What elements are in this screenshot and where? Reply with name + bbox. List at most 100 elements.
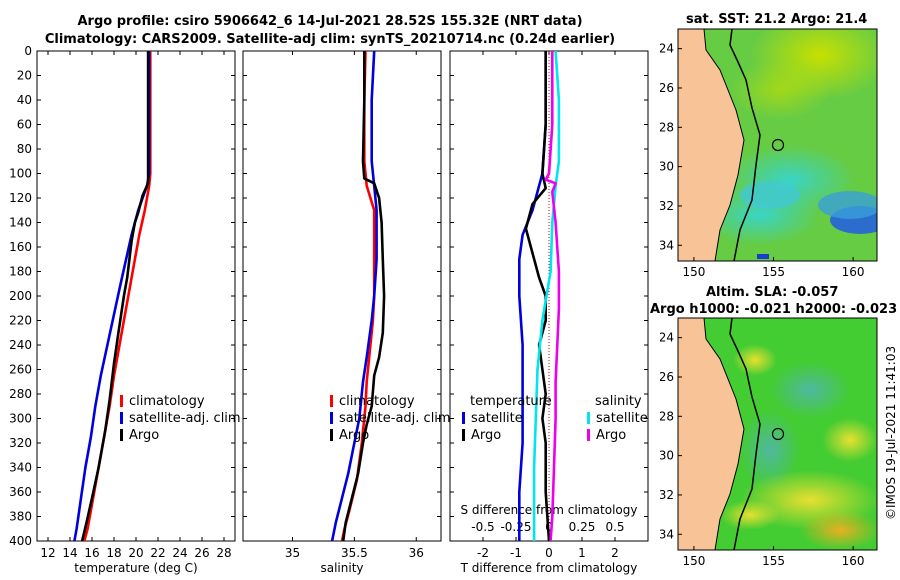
legend-header-salinity: salinity: [595, 394, 642, 409]
legend-swatch: [330, 429, 333, 441]
y-tick-label: 160: [9, 240, 32, 254]
x-tick-label: 22: [150, 546, 165, 560]
s-tick-label: -0.25: [500, 520, 531, 534]
y-tick-label: 280: [9, 387, 32, 401]
legend-swatch: [120, 395, 123, 407]
x-tick-label: 24: [172, 546, 187, 560]
y-tick-label: 300: [9, 412, 32, 426]
series-salinity-argo: [544, 51, 561, 541]
sla-argo-marker: [771, 427, 785, 441]
sla-map-title-1: Altim. SLA: -0.057: [706, 285, 839, 300]
x-tick-label: -2: [477, 546, 489, 560]
legend-temperature: climatology satellite-adj. clim Argo: [120, 394, 241, 443]
legend-label: satellite-adj. clim: [339, 411, 451, 426]
sst-map-frame: [677, 28, 878, 262]
y-tick-label: 200: [9, 289, 32, 303]
y-tick-label: 80: [17, 142, 32, 156]
sla-map-axes: 150 155 160 -24 -26 -28 -30 -32 -34: [660, 331, 865, 568]
y-tick-label: 240: [9, 338, 32, 352]
s-axis-label: S difference from climatology: [461, 503, 638, 517]
sla-map-title-2: Argo h1000: -0.021 h2000: -0.023: [650, 302, 898, 317]
sst-map-title: sat. SST: 21.2 Argo: 21.4: [686, 12, 868, 27]
y-tick-label: 120: [9, 191, 32, 205]
legend-difference: temperature salinity satellite Argo satellit…: [462, 394, 648, 443]
x-tick-label: 35.5: [341, 546, 368, 560]
legend-label: Argo: [596, 428, 626, 443]
panel-salinity-profile: 35 35.5 36 salinity: [242, 50, 442, 575]
y-tick-label: 20: [17, 69, 32, 83]
title-line-1: Argo profile: csiro 5906642_6 14-Jul-202…: [77, 14, 583, 29]
y-tick-label: 220: [9, 314, 32, 328]
legend-header-temperature: temperature: [470, 394, 552, 409]
map-y-tick-label: -26: [660, 370, 674, 384]
y-tick-label: 40: [17, 93, 32, 107]
x-tick-label: 18: [106, 546, 121, 560]
map-y-tick-label: -32: [660, 488, 674, 502]
map-y-tick-label: -32: [660, 199, 674, 213]
legend-swatch: [120, 412, 123, 424]
legend-label: climatology: [129, 394, 205, 409]
legend-label: climatology: [339, 394, 415, 409]
y-tick-label: 340: [9, 461, 32, 475]
map-y-tick-label: -34: [660, 238, 674, 252]
legend-swatch: [120, 429, 123, 441]
timestamp: ©IMOS 19-Jul-2021 11:41:03: [884, 345, 898, 520]
series-satellite-adj-clim: [330, 51, 378, 541]
x-tick-label: 36: [409, 546, 424, 560]
legend-swatch: [462, 429, 465, 441]
x-axis-label: temperature (deg C): [74, 561, 197, 575]
panel-difference-profile: -2 -1 0 1 2T difference from climatology S di…: [449, 50, 649, 575]
map-y-tick-label: -24: [660, 331, 674, 345]
x-tick-label: 26: [194, 546, 209, 560]
series-argo: [341, 51, 386, 541]
x-tick-label: 12: [40, 546, 55, 560]
profile-plots: 0204060801001201401601802002202402602803…: [9, 44, 649, 575]
map-x-tick-label: 155: [762, 265, 785, 279]
x-axis-label: T difference from climatology: [460, 561, 638, 575]
y-tick-label: 60: [17, 118, 32, 132]
x-tick-label: 0: [545, 546, 553, 560]
panel-frame: [242, 50, 442, 542]
legend-label: Argo: [129, 428, 159, 443]
sst-map-axes: 150 155 160 -24 -26 -28 -30 -32 -34: [660, 42, 865, 279]
map-y-tick-label: -28: [660, 409, 674, 423]
map-x-tick-label: 150: [682, 554, 705, 568]
legend-swatch: [330, 412, 333, 424]
legend-salinity: climatology satellite-adj. clim Argo: [330, 394, 451, 443]
legend-swatch: [587, 429, 590, 441]
series-group: [330, 51, 386, 541]
map-x-tick-label: 160: [842, 265, 865, 279]
legend-label: satellite: [596, 411, 648, 426]
series-salinity-satellite: [532, 51, 561, 541]
y-tick-label: 400: [9, 534, 32, 548]
map-x-tick-label: 150: [682, 265, 705, 279]
x-tick-label: 14: [62, 546, 77, 560]
series-group: [73, 51, 152, 541]
map-y-tick-label: -28: [660, 120, 674, 134]
s-tick-label: -0.5: [471, 520, 494, 534]
map-y-tick-label: -34: [660, 527, 674, 541]
legend-label: Argo: [339, 428, 369, 443]
s-tick-label: 0.25: [569, 520, 596, 534]
y-tick-label: 320: [9, 436, 32, 450]
legend-label: Argo: [471, 428, 501, 443]
map-y-tick-label: -30: [660, 160, 674, 174]
map-y-tick-label: -24: [660, 42, 674, 56]
s-tick-label: 0.5: [605, 520, 624, 534]
map-y-tick-label: -30: [660, 449, 674, 463]
sla-map-field: [678, 318, 877, 550]
series-argo: [80, 51, 150, 541]
legend-swatch: [587, 412, 590, 424]
x-axis-label: salinity: [320, 561, 363, 575]
panel-temperature-profile: 0 20 40 60 80 100 120 140 160 180 200 220 240 260 280 3…: [9, 44, 236, 575]
x-tick-label: 20: [128, 546, 143, 560]
y-tick-label: 360: [9, 485, 32, 499]
sla-map-frame: [677, 317, 878, 551]
legend-label: satellite-adj. clim: [129, 411, 241, 426]
x-tick-label: -1: [510, 546, 522, 560]
legend-swatch: [330, 395, 333, 407]
y-tick-label: 0: [24, 44, 32, 58]
y-tick-label: 260: [9, 363, 32, 377]
y-tick-label: 100: [9, 167, 32, 181]
panel-frame: [36, 50, 236, 542]
